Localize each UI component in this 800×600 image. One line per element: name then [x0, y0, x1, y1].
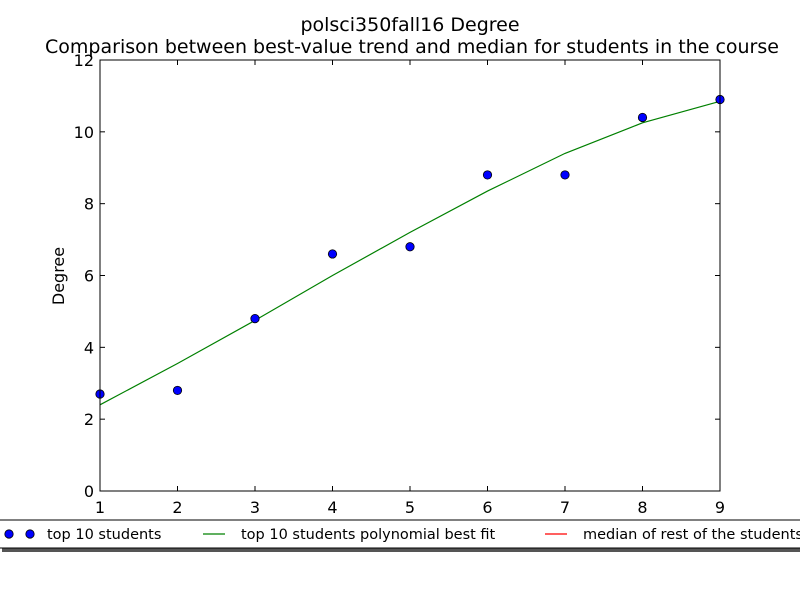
legend-label: median of rest of the students [583, 527, 800, 543]
x-tick-label: 1 [95, 498, 105, 517]
chart-subtitle: Comparison between best-value trend and … [45, 36, 779, 58]
legend-marker [4, 529, 14, 539]
plot-frame [99, 59, 721, 492]
y-tick-label: 0 [84, 482, 94, 501]
x-tick-label: 3 [250, 498, 260, 517]
plot-area [95, 94, 725, 406]
x-tick-label: 4 [327, 498, 337, 517]
x-tick-label: 7 [560, 498, 570, 517]
series-line-1 [99, 100, 721, 406]
y-tick-label: 2 [84, 410, 94, 429]
y-axis-label: Degree [49, 247, 68, 305]
legend-label: top 10 students polynomial best fit [241, 527, 496, 543]
y-tick-label: 12 [74, 51, 94, 70]
x-tick-label: 6 [482, 498, 492, 517]
y-tick-label: 10 [74, 123, 94, 142]
legend-marker [25, 529, 35, 539]
legend-box [0, 519, 800, 549]
y-tick-label: 4 [84, 338, 94, 357]
data-point [327, 249, 338, 259]
x-tick-label: 8 [637, 498, 647, 517]
data-point [250, 313, 260, 324]
data-point [405, 242, 415, 252]
x-tick-label: 9 [715, 498, 725, 517]
y-tick-label: 6 [84, 267, 94, 286]
data-point [482, 170, 493, 180]
x-tick-label: 2 [172, 498, 182, 517]
data-point [560, 170, 570, 180]
legend-label: top 10 students [47, 527, 161, 543]
chart-title: polsci350fall16 Degree [300, 14, 519, 36]
data-point [172, 385, 183, 396]
legend: top 10 students top 10 students polynomia… [0, 519, 800, 552]
data-point [637, 112, 648, 123]
x-tick-label: 5 [405, 498, 415, 517]
y-tick-label: 8 [84, 195, 94, 214]
